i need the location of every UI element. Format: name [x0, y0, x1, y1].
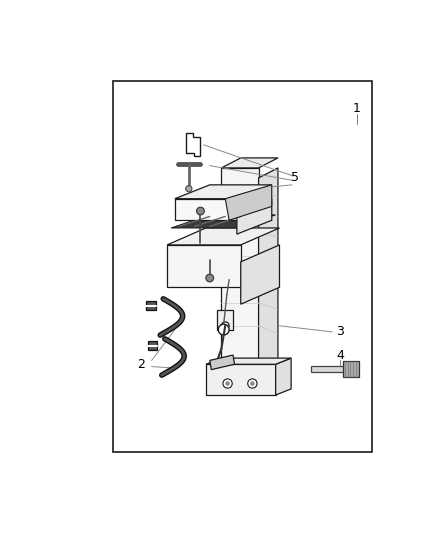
Polygon shape: [206, 358, 291, 364]
Text: 2: 2: [138, 358, 145, 371]
Polygon shape: [343, 361, 359, 377]
Bar: [113, 81, 372, 452]
Polygon shape: [221, 158, 278, 168]
Circle shape: [251, 382, 254, 385]
Polygon shape: [146, 301, 155, 310]
Polygon shape: [276, 358, 291, 395]
Polygon shape: [210, 355, 235, 370]
Polygon shape: [218, 310, 233, 329]
Circle shape: [218, 324, 229, 335]
Polygon shape: [175, 185, 272, 199]
Polygon shape: [221, 168, 258, 364]
Polygon shape: [258, 168, 278, 374]
Polygon shape: [175, 199, 237, 220]
Polygon shape: [311, 366, 346, 372]
Text: 1: 1: [353, 102, 361, 115]
Polygon shape: [237, 199, 272, 234]
Circle shape: [226, 382, 229, 385]
Circle shape: [186, 185, 192, 192]
Polygon shape: [167, 245, 241, 287]
Circle shape: [206, 274, 214, 282]
Polygon shape: [171, 215, 276, 228]
Circle shape: [248, 379, 257, 388]
Polygon shape: [241, 245, 279, 304]
Text: 4: 4: [336, 349, 344, 361]
Text: 3: 3: [336, 326, 344, 338]
Circle shape: [221, 322, 229, 329]
Polygon shape: [148, 341, 157, 350]
Polygon shape: [206, 364, 276, 395]
Polygon shape: [225, 185, 272, 220]
Circle shape: [223, 379, 232, 388]
Text: 5: 5: [291, 172, 299, 184]
Circle shape: [197, 207, 204, 215]
Polygon shape: [167, 228, 279, 245]
Polygon shape: [187, 133, 201, 156]
